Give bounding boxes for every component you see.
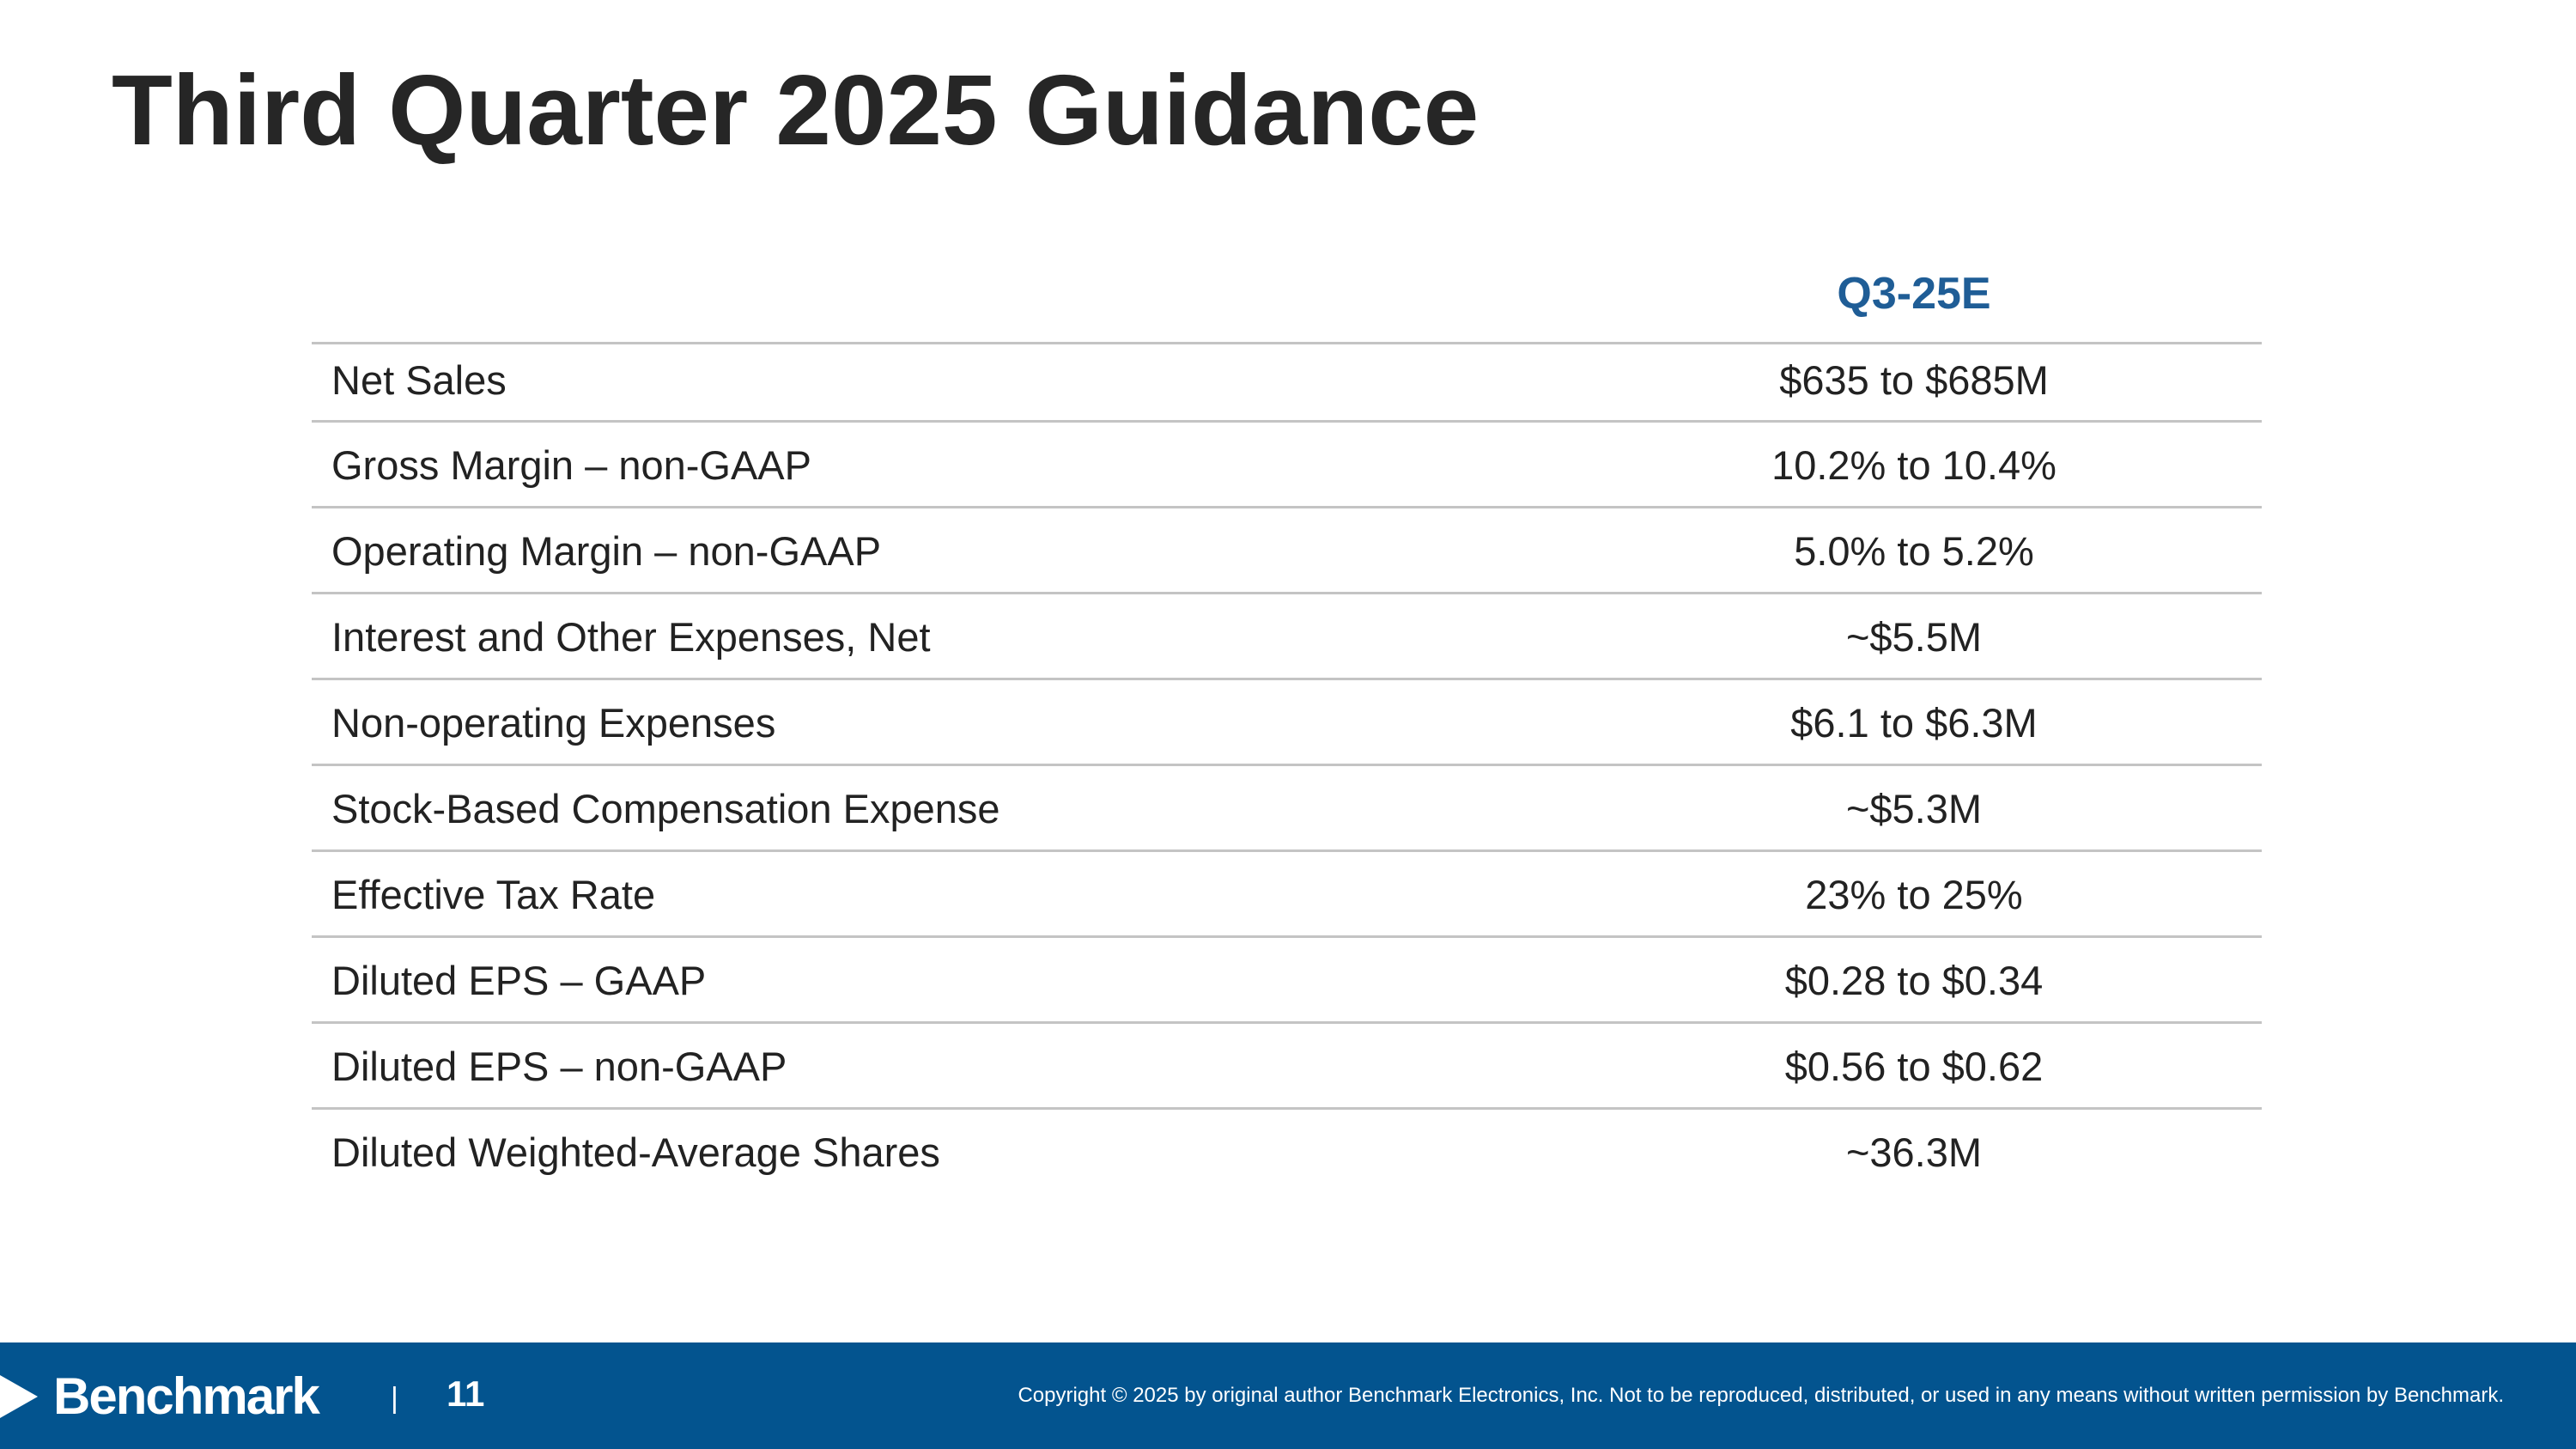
row-label: Operating Margin – non-GAAP <box>331 528 882 574</box>
column-header: Q3-25E <box>1837 269 1991 319</box>
row-label: Interest and Other Expenses, Net <box>331 614 931 660</box>
guidance-table: Q3-25E Net Sales $635 to $685M Gross Margi… <box>312 258 2262 1193</box>
table-row: Diluted EPS – GAAP $0.28 to $0.34 <box>312 935 2262 1021</box>
table-row: Gross Margin – non-GAAP 10.2% to 10.4% <box>312 420 2262 506</box>
row-label: Gross Margin – non-GAAP <box>331 442 811 488</box>
row-label: Diluted EPS – non-GAAP <box>331 1044 787 1089</box>
row-value: ~36.3M <box>1845 1129 1983 1175</box>
slide-title: Third Quarter 2025 Guidance <box>112 54 1479 166</box>
table-row: Effective Tax Rate 23% to 25% <box>312 849 2262 935</box>
row-label: Effective Tax Rate <box>331 872 656 917</box>
separator: | <box>391 1382 398 1415</box>
table-row: Diluted EPS – non-GAAP $0.56 to $0.62 <box>312 1021 2262 1107</box>
row-label: Net Sales <box>331 357 507 403</box>
row-value: ~$5.5M <box>1845 614 1983 660</box>
table-row: Net Sales $635 to $685M <box>312 344 2262 420</box>
row-label: Diluted EPS – GAAP <box>331 958 707 1003</box>
table-row: Stock-Based Compensation Expense ~$5.3M <box>312 764 2262 849</box>
logo-arrow <box>0 1375 38 1418</box>
row-label: Non-operating Expenses <box>331 700 776 746</box>
table-row: Operating Margin – non-GAAP 5.0% to 5.2% <box>312 506 2262 592</box>
row-value: $0.56 to $0.62 <box>1784 1044 2044 1089</box>
table-body: Net Sales $635 to $685M Gross Margin – non… <box>312 344 2262 1193</box>
row-value: 5.0% to 5.2% <box>1794 528 2034 574</box>
row-label: Diluted Weighted-Average Shares <box>331 1129 940 1175</box>
row-label: Stock-Based Compensation Expense <box>331 786 1000 831</box>
row-value: $0.28 to $0.34 <box>1784 958 2044 1003</box>
table-row: Interest and Other Expenses, Net ~$5.5M <box>312 592 2262 678</box>
row-value: 10.2% to 10.4% <box>1771 442 2057 488</box>
table-row: Diluted Weighted-Average Shares ~36.3M <box>312 1107 2262 1193</box>
page-number: 11 <box>447 1373 485 1414</box>
table-row: Non-operating Expenses $6.1 to $6.3M <box>312 678 2262 764</box>
footer: Benchmark | 11 Copyright © 2025 by origi… <box>0 1342 2576 1449</box>
brand: Benchmark <box>53 1367 320 1425</box>
row-value: $6.1 to $6.3M <box>1790 700 2038 746</box>
copyright: Copyright © 2025 by original author Benc… <box>1018 1384 2504 1407</box>
row-value: 23% to 25% <box>1805 872 2023 917</box>
row-value: $635 to $685M <box>1779 357 2049 403</box>
table-header: Q3-25E <box>312 258 2262 344</box>
row-value: ~$5.3M <box>1845 786 1983 831</box>
